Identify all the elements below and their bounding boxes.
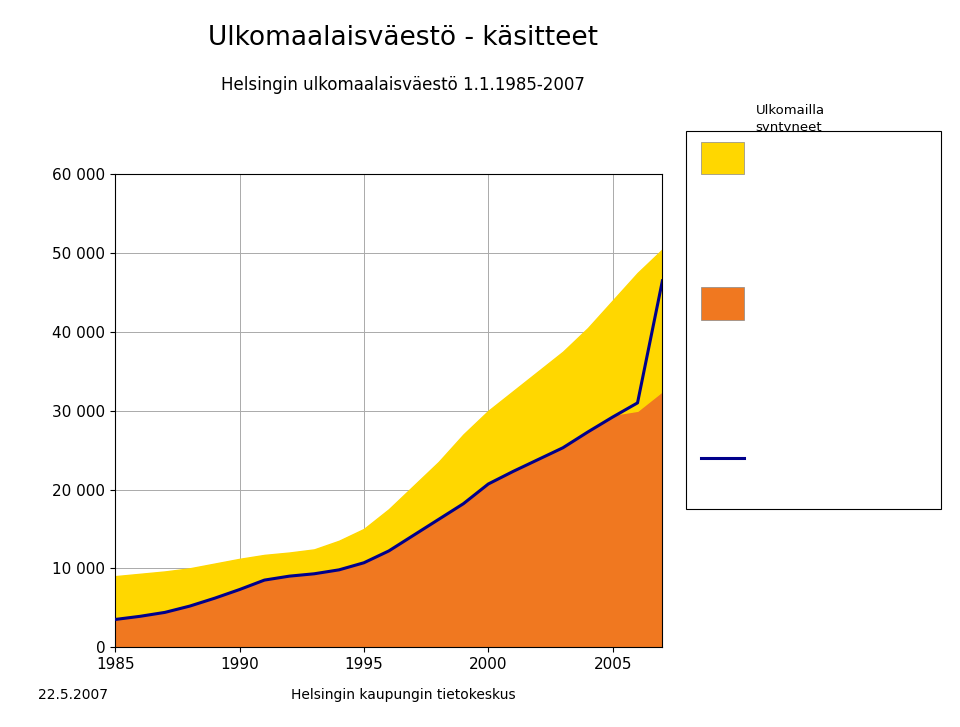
Text: 22.5.2007: 22.5.2007 <box>38 688 108 702</box>
Text: Ulkomaalaisväestö - käsitteet: Ulkomaalaisväestö - käsitteet <box>208 25 598 52</box>
Text: Ulkomaan
kansalaiset: Ulkomaan kansalaiset <box>756 280 830 310</box>
Text: Ulkomailla
syntyneet
Suomen
kansalaiset: Ulkomailla syntyneet Suomen kansalaiset <box>756 104 830 169</box>
Text: Muut kuin
suomen- ja
ruotsinkieliset: Muut kuin suomen- ja ruotsinkieliset <box>756 420 850 467</box>
Text: Helsingin ulkomaalaisväestö 1.1.1985-2007: Helsingin ulkomaalaisväestö 1.1.1985-200… <box>221 76 586 95</box>
Text: Helsingin kaupungin tietokeskus: Helsingin kaupungin tietokeskus <box>291 688 516 702</box>
